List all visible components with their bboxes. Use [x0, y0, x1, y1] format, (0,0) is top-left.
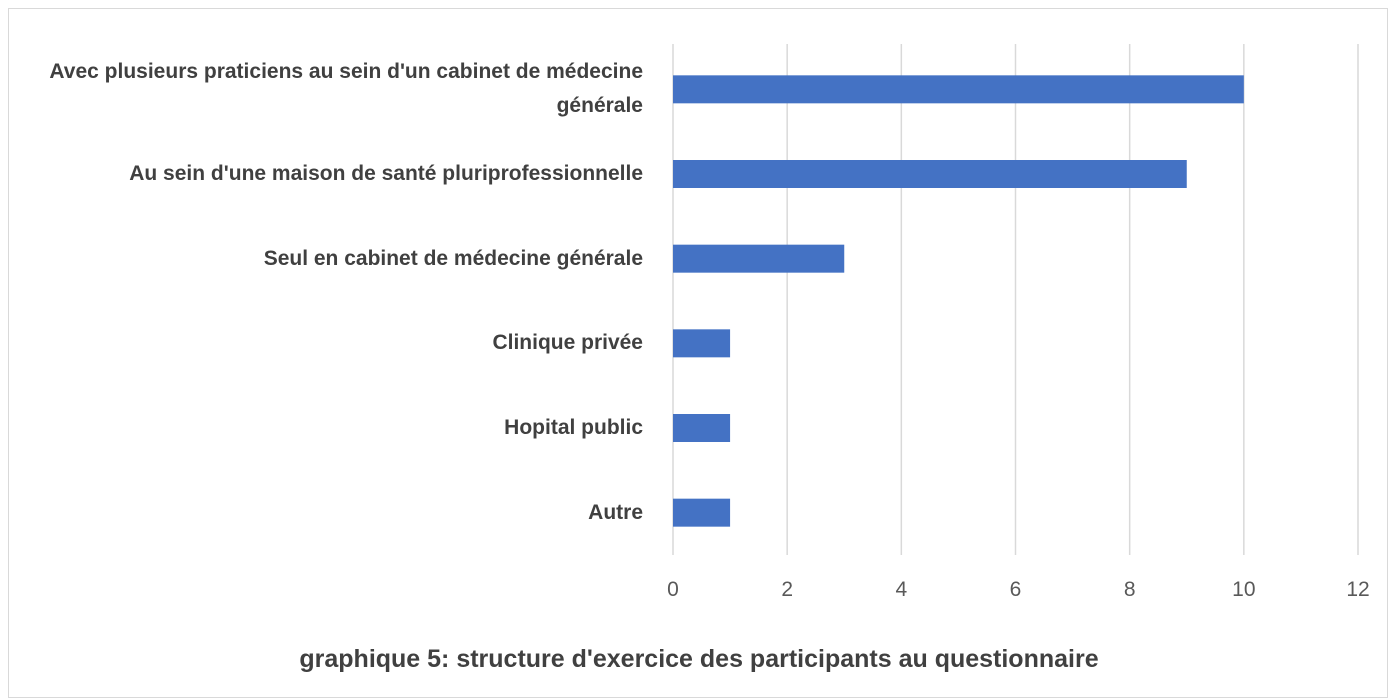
- bar: [673, 329, 731, 358]
- x-tick-label: 12: [1346, 578, 1370, 601]
- chart: [672, 44, 1359, 555]
- bar: [673, 414, 731, 442]
- y-tick-label: Avec plusieurs praticiens au sein d'un c…: [49, 60, 643, 118]
- bar: [673, 75, 1244, 104]
- x-tick-label: 10: [1232, 578, 1256, 601]
- y-tick-label: Seul en cabinet de médecine générale: [263, 246, 643, 270]
- chart-title: graphique 5: structure d'exercice des pa…: [299, 645, 1099, 673]
- x-tick-label: 2: [781, 578, 793, 601]
- y-tick-label: Hopital public: [504, 416, 643, 439]
- bar: [673, 244, 845, 273]
- y-tick-label: Au sein d'une maison de santé pluriprofe…: [129, 162, 643, 185]
- page: graphique 5: structure d'exercice des pa…: [8, 8, 1388, 698]
- bar: [673, 498, 731, 527]
- y-tick-label: Clinique privée: [492, 331, 643, 355]
- x-tick-label: 0: [667, 578, 679, 601]
- x-tick-label: 6: [1009, 578, 1022, 601]
- x-tick-label: 8: [1123, 578, 1136, 601]
- bar: [673, 160, 1187, 188]
- x-tick-label: 4: [895, 578, 908, 601]
- y-tick-label: Autre: [588, 500, 643, 524]
